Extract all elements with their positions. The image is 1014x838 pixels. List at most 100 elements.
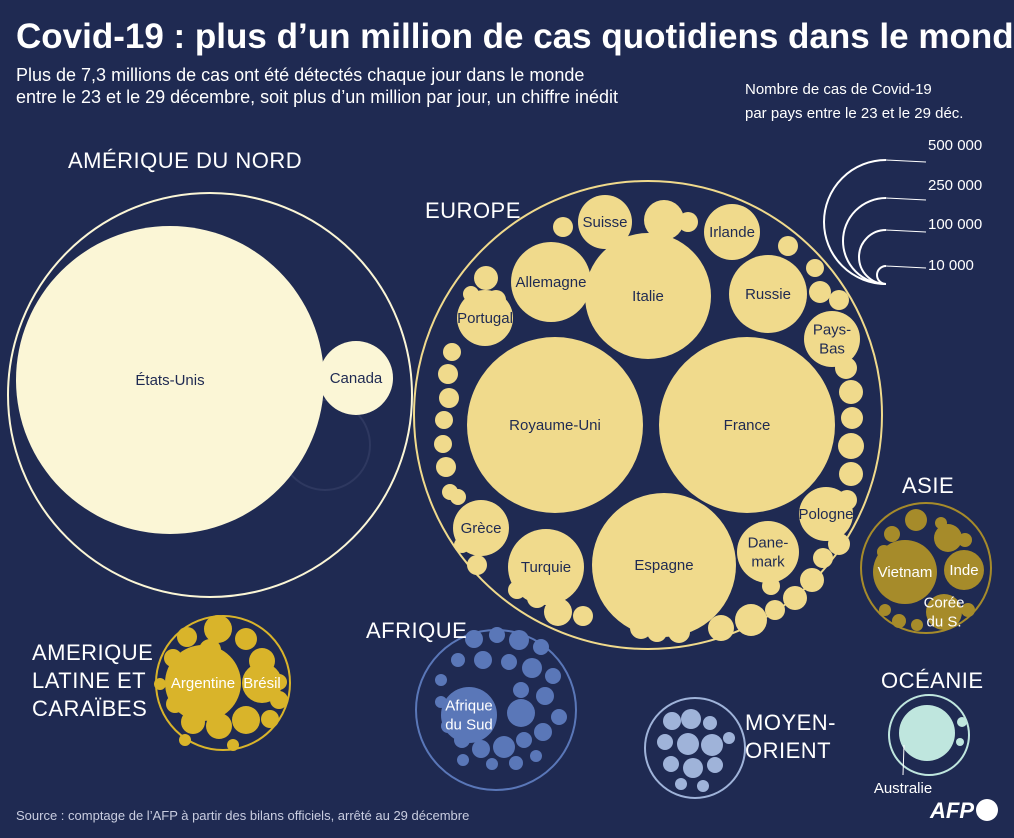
region-europe: Royaume-Uni France Espagne Italie Russie Alle… [413,180,883,650]
region-oceania: OCÉANIE Australie [874,668,983,797]
regions: États-Unis Canada AMÉRIQUE DU NORD Royaume-… [7,148,992,799]
region-africa-bubble-small [451,653,465,667]
legend-arc-10000-leader [885,265,927,269]
bubble-pologne [799,487,853,541]
region-africa-bubble-small [507,699,535,727]
region-europe-bubble-small [467,555,487,575]
label-russie: Russie [745,286,791,303]
bubble-irlande [704,204,760,260]
region-asia-bubble-small [934,524,962,552]
legend-arc-100000 [858,229,887,285]
region-asia-bubble-small [911,619,923,631]
label-pologne: Pologne [798,506,853,523]
region-europe-bubble-small [439,388,459,408]
region-north-america-name: AMÉRIQUE DU NORD [68,148,302,173]
region-middle-east-bubble-small [675,778,687,790]
region-africa-bubble-small [493,736,515,758]
region-europe-bubble-small [544,598,572,626]
legend-size-250000: 250 000 [928,177,982,194]
bubble-royaumeuni [467,337,643,513]
region-africa-bubble-small [509,630,529,650]
region-europe-bubble-small [839,380,863,404]
label-allemagne: Allemagne [516,274,587,291]
region-europe-boundary [413,180,883,650]
region-europe-bubble-small [806,259,824,277]
region-africa-bubble-small [489,627,505,643]
bubble-grce [453,500,509,556]
region-africa-bubble-small [516,732,532,748]
region-europe-bubble-small [438,364,458,384]
label-danemark-2: mark [751,554,785,571]
label-paysbas-2: Bas [819,341,845,358]
region-africa-bubble-small [530,750,542,762]
region-middle-east-boundary [644,697,746,799]
region-latin-america-name-2: LATINE ET [32,668,146,693]
region-africa-bubble-small [513,682,529,698]
legend-arc-500000 [823,159,887,285]
region-north-america: États-Unis Canada AMÉRIQUE DU NORD [7,148,413,598]
legend-arc-250000-leader [885,197,927,201]
label-portugal: Portugal [457,310,513,327]
region-asia-bubble-small [892,614,906,628]
region-middle-east-bubble-small [677,733,699,755]
legend-arc-500000-leader [885,159,927,163]
region-middle-east-bubble-small [683,758,703,778]
bubble-canada [319,341,393,415]
region-europe-bubble-small [778,236,798,256]
region-middle-east-name-2: ORIENT [745,738,831,763]
size-legend: Nombre de cas de Covid-19 par pays entre… [745,81,982,285]
region-africa-name: AFRIQUE [366,618,467,643]
subtitle-line-2: entre le 23 et le 29 décembre, soit plus… [16,87,618,107]
region-oceania-bubble-small [957,717,967,727]
region-europe-bubble-small [443,343,461,361]
region-europe-bubble-small [765,600,785,620]
region-asia-bubble-small [958,533,972,547]
legend-arc-10000 [876,265,887,285]
region-latin-america-bubble-small [232,706,260,734]
label-tatsunis: États-Unis [135,372,204,389]
region-asia-bubble-small [884,526,900,542]
region-africa-bubble-small [522,658,542,678]
region-europe-bubble-small [434,435,452,453]
region-europe-bubble-small [474,266,498,290]
region-europe-bubble-small [553,217,573,237]
bubble-paysbas [804,311,860,367]
legend-arc-100000-leader [885,229,927,233]
region-oceania-boundary [888,694,970,776]
bubble-afriquedusud [441,687,497,743]
region-africa-bubble-small [509,756,523,770]
bubble-brsil [242,663,282,703]
label-afriquedusud-1: Afrique [445,698,493,715]
region-europe-bubble-small [708,615,734,641]
bubble-italie [585,233,711,359]
region-africa: Afrique du Sud AFRIQUE [366,618,577,791]
bubble-australie [899,705,955,761]
region-europe-bubble-small [735,604,767,636]
afp-logo: AFP [929,798,998,823]
region-europe-bubble-small [644,200,684,240]
bubble-argentine [165,645,241,721]
region-middle-east-bubble-small [663,712,681,730]
region-latin-america-bubble-small [235,628,257,650]
bubble-danemark [737,521,799,583]
label-france: France [724,417,771,434]
bubble-vietnam [873,540,937,604]
label-paysbas-1: Pays- [813,322,851,339]
legend-size-100000: 100 000 [928,216,982,233]
label-australie: Australie [874,780,932,797]
region-latin-america-bubble-small [204,615,232,643]
region-europe-bubble-small [450,489,466,505]
region-africa-bubble-small [551,709,567,725]
region-europe-bubble-small [435,411,453,429]
region-asia-name: ASIE [902,473,954,498]
region-africa-bubble-small [472,740,490,758]
region-asia-boundary [860,502,992,634]
region-europe-bubble-small [436,457,456,477]
bubble-suisse [578,195,632,249]
region-latin-america-bubble-small [227,739,239,751]
afp-logo-text: AFP [929,798,974,823]
region-europe-bubble-small [678,212,698,232]
legend-arc-250000 [842,197,887,285]
legend-size-10000: 10 000 [928,257,974,274]
